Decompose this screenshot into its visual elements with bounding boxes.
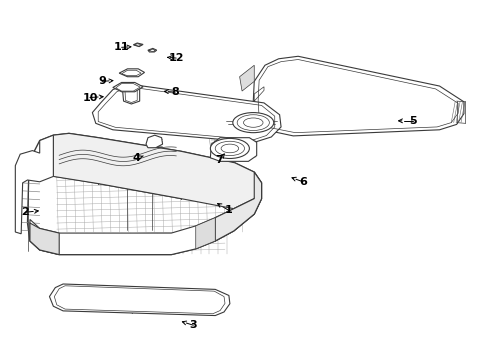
Text: 4: 4: [132, 153, 140, 163]
Ellipse shape: [221, 144, 238, 153]
Ellipse shape: [232, 113, 273, 133]
Polygon shape: [30, 223, 59, 255]
Ellipse shape: [215, 141, 244, 156]
Text: 11: 11: [114, 42, 129, 52]
Ellipse shape: [243, 118, 263, 127]
Polygon shape: [15, 135, 53, 234]
Polygon shape: [215, 172, 261, 241]
Polygon shape: [148, 48, 157, 52]
Polygon shape: [113, 82, 143, 92]
Polygon shape: [53, 134, 261, 209]
Polygon shape: [27, 134, 261, 255]
Text: 6: 6: [299, 177, 306, 187]
Polygon shape: [122, 85, 140, 104]
Polygon shape: [210, 138, 256, 161]
Text: 5: 5: [408, 116, 416, 126]
Text: 7: 7: [215, 155, 223, 165]
Ellipse shape: [210, 138, 249, 158]
Polygon shape: [92, 84, 281, 142]
Polygon shape: [30, 199, 261, 255]
Text: 12: 12: [168, 53, 183, 63]
Polygon shape: [195, 218, 215, 249]
Ellipse shape: [237, 115, 269, 131]
Polygon shape: [133, 43, 143, 46]
Text: 1: 1: [224, 206, 232, 216]
Polygon shape: [239, 65, 254, 91]
Text: 10: 10: [82, 93, 98, 103]
Text: 3: 3: [189, 320, 197, 330]
Text: 8: 8: [171, 87, 179, 97]
Polygon shape: [119, 69, 144, 77]
Polygon shape: [146, 135, 162, 148]
Polygon shape: [253, 56, 463, 136]
Text: 9: 9: [98, 76, 106, 86]
Text: 2: 2: [21, 207, 29, 217]
Polygon shape: [49, 284, 229, 316]
